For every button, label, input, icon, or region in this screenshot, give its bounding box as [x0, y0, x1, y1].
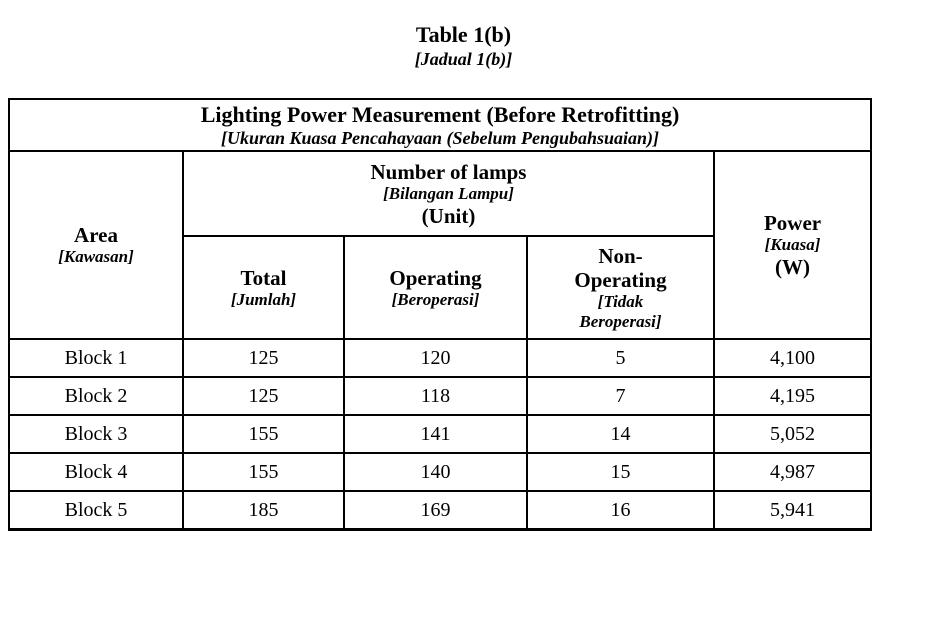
cell-power: 5,052 [712, 414, 873, 454]
table-row: Block 1 125 120 5 4,100 [8, 338, 873, 378]
header-area-ms: [Kawasan] [58, 247, 134, 266]
header-non-operating: Non- Operating [Tidak Beroperasi] [526, 235, 715, 340]
cell-total: 185 [182, 490, 345, 531]
header-operating-en: Operating [389, 265, 482, 290]
cell-non-operating: 7 [526, 376, 715, 416]
header-total: Total [Jumlah] [182, 235, 345, 340]
header-power-ms: [Kuasa] [764, 235, 821, 254]
table-row: Block 4 155 140 15 4,987 [8, 452, 873, 492]
header-non-operating-en-line2: Operating [574, 267, 667, 292]
header-operating: Operating [Beroperasi] [343, 235, 528, 340]
header-power: Power [Kuasa] (W) [712, 150, 873, 340]
cell-area: Block 2 [8, 376, 184, 416]
cell-power: 4,987 [712, 452, 873, 492]
cell-operating: 120 [343, 338, 528, 378]
header-power-en: Power [763, 211, 822, 235]
header-row-group: Area [Kawasan] Number of lamps [Bilangan… [8, 150, 873, 340]
document-title-ms: [Jadual 1(b)] [414, 49, 513, 69]
cell-total: 155 [182, 414, 345, 454]
table-row: Block 5 185 169 16 5,941 [8, 490, 873, 531]
cell-total: 125 [182, 376, 345, 416]
cell-operating: 118 [343, 376, 528, 416]
cell-non-operating: 16 [526, 490, 715, 531]
cell-operating: 169 [343, 490, 528, 531]
document-title: Table 1(b) [Jadual 1(b)] [0, 0, 927, 70]
header-non-operating-ms-line2: Beroperasi] [579, 311, 662, 331]
cell-power: 4,195 [712, 376, 873, 416]
cell-area: Block 1 [8, 338, 184, 378]
cell-power: 4,100 [712, 338, 873, 378]
cell-total: 125 [182, 338, 345, 378]
cell-non-operating: 14 [526, 414, 715, 454]
cell-non-operating: 15 [526, 452, 715, 492]
table-caption-ms: [Ukuran Kuasa Pencahayaan (Sebelum Pengu… [220, 127, 660, 148]
header-lamps-en: Number of lamps [370, 159, 527, 184]
lighting-power-table: Lighting Power Measurement (Before Retro… [7, 98, 873, 531]
cell-power: 5,941 [712, 490, 873, 531]
table-caption-en: Lighting Power Measurement (Before Retro… [200, 101, 680, 127]
cell-area: Block 3 [8, 414, 184, 454]
cell-non-operating: 5 [526, 338, 715, 378]
header-lamps-ms: [Bilangan Lampu] [383, 183, 514, 203]
table-row: Block 2 125 118 7 4,195 [8, 376, 873, 416]
cell-area: Block 5 [8, 490, 184, 531]
header-power-unit: (W) [775, 255, 811, 279]
header-total-ms: [Jumlah] [230, 289, 297, 309]
header-lamps-group: Number of lamps [Bilangan Lampu] (Unit) [182, 150, 715, 237]
header-total-en: Total [240, 265, 287, 290]
header-area: Area [Kawasan] [8, 150, 184, 340]
cell-area: Block 4 [8, 452, 184, 492]
cell-operating: 140 [343, 452, 528, 492]
table-row: Block 3 155 141 14 5,052 [8, 414, 873, 454]
header-lamps-unit: (Unit) [421, 203, 476, 228]
header-area-en: Area [74, 223, 118, 247]
header-non-operating-ms-line1: [Tidak [597, 291, 644, 311]
cell-operating: 141 [343, 414, 528, 454]
document-title-en: Table 1(b) [415, 22, 512, 47]
cell-total: 155 [182, 452, 345, 492]
header-operating-ms: [Beroperasi] [391, 289, 480, 309]
table-caption-cell: Lighting Power Measurement (Before Retro… [7, 98, 873, 152]
header-non-operating-en-line1: Non- [598, 243, 643, 268]
header-row-sub: Total [Jumlah] Operating [Beroperasi] No… [9, 235, 871, 340]
table-caption-row: Lighting Power Measurement (Before Retro… [7, 98, 873, 152]
